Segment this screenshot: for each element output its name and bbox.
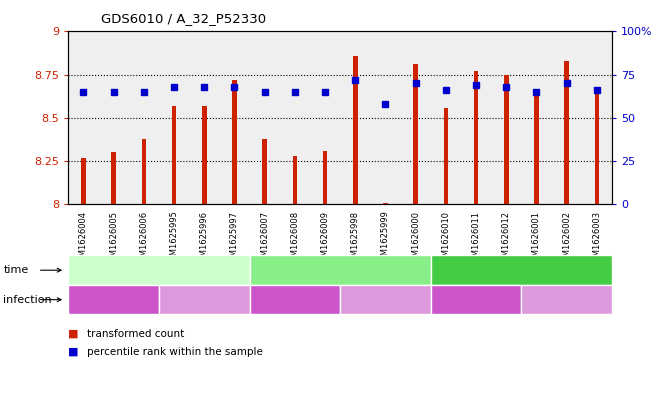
Text: ■: ■ [68,329,79,339]
Bar [353,56,357,204]
Text: percentile rank within the sample: percentile rank within the sample [87,347,262,357]
Bar [443,108,448,204]
Bar [262,139,267,204]
Bar [323,151,327,204]
Bar [594,94,599,204]
Text: control: control [367,295,404,305]
Bar [564,61,569,204]
Text: hour 24: hour 24 [500,265,543,275]
Text: ■: ■ [68,347,79,357]
Text: hour 6: hour 6 [141,265,177,275]
Text: H5N1 (MOI 1): H5N1 (MOI 1) [260,295,330,305]
Text: control: control [186,295,223,305]
Bar [141,139,146,204]
Bar [129,31,159,204]
Bar [474,71,478,204]
Bar [310,31,340,204]
Bar [98,31,129,204]
Bar [491,31,521,204]
Bar [383,203,388,204]
Text: control: control [548,295,585,305]
Bar [280,31,310,204]
Bar [172,106,176,204]
Bar [431,31,461,204]
Bar [292,156,297,204]
Bar [111,152,116,204]
Text: infection: infection [3,295,52,305]
Bar [340,31,370,204]
Bar [504,75,508,204]
Bar [551,31,582,204]
Text: H5N1 (MOI 1): H5N1 (MOI 1) [79,295,148,305]
Bar [189,31,219,204]
Bar [400,31,431,204]
Bar [81,158,86,204]
Bar [370,31,400,204]
Bar [249,31,280,204]
Bar [219,31,249,204]
Bar [534,94,539,204]
Bar [521,31,551,204]
Bar [232,80,237,204]
Bar [413,64,418,204]
Bar [461,31,491,204]
Bar [159,31,189,204]
Text: time: time [3,265,29,275]
Bar [68,31,98,204]
Bar [582,31,612,204]
Text: H5N1 (MOI 1): H5N1 (MOI 1) [441,295,511,305]
Text: hour 12: hour 12 [318,265,362,275]
Bar [202,106,206,204]
Text: GDS6010 / A_32_P52330: GDS6010 / A_32_P52330 [101,12,266,25]
Text: transformed count: transformed count [87,329,184,339]
